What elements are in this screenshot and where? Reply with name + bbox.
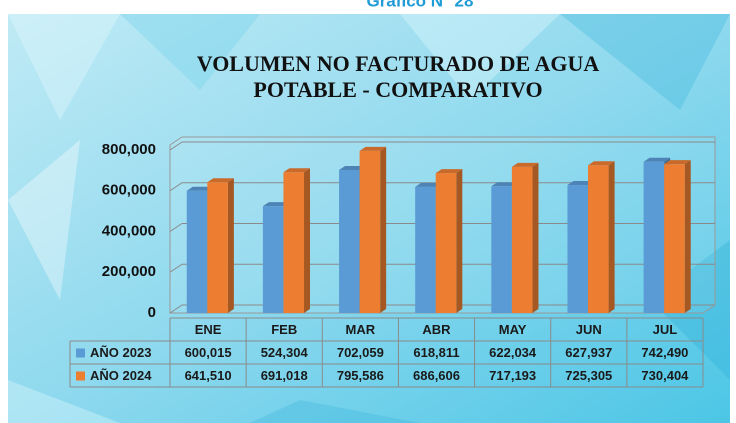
table-value: 600,015: [185, 345, 232, 360]
x-tick-label: ENE: [195, 322, 222, 337]
bar: [588, 165, 609, 313]
x-tick-label: JUL: [653, 322, 678, 337]
bar-side: [456, 169, 462, 313]
table-value: 691,018: [261, 368, 308, 383]
x-tick-label: FEB: [271, 322, 297, 337]
table-value: 641,510: [185, 368, 232, 383]
chart-subtitle: POTABLE - COMPARATIVO: [253, 77, 542, 102]
legend-label: AÑO 2023: [90, 345, 151, 360]
bar: [415, 187, 436, 313]
header: Gráfico N° 28: [367, 0, 474, 10]
x-tick-label: MAY: [499, 322, 527, 337]
bar-side: [304, 168, 310, 313]
table-value: 524,304: [261, 345, 309, 360]
bar: [664, 164, 685, 313]
table-value: 627,937: [565, 345, 612, 360]
y-tick-label: 800,000: [102, 141, 156, 158]
legend-swatch: [76, 349, 85, 358]
y-tick-label: 400,000: [102, 222, 156, 239]
chart: Gráfico N° 28 VOLUMEN NO FACTURADO DE AG…: [0, 0, 736, 423]
bar: [263, 206, 284, 313]
bar: [187, 191, 208, 313]
table-value: 795,586: [337, 368, 384, 383]
x-tick-label: ABR: [422, 322, 451, 337]
bar: [283, 172, 304, 313]
bar-side: [609, 161, 615, 313]
table-value: 702,059: [337, 345, 384, 360]
legend-label: AÑO 2024: [90, 368, 152, 383]
x-tick-label: MAR: [346, 322, 376, 337]
bar: [436, 173, 457, 313]
y-tick-label: 200,000: [102, 263, 156, 280]
bar: [567, 185, 588, 313]
bar: [491, 186, 512, 313]
table-value: 730,404: [641, 368, 689, 383]
bar: [207, 182, 228, 313]
table-value: 686,606: [413, 368, 460, 383]
bar: [644, 162, 665, 313]
y-tick-label: 600,000: [102, 182, 156, 199]
bar: [360, 151, 381, 313]
bar: [512, 167, 533, 313]
table-value: 618,811: [413, 345, 459, 360]
legend-swatch: [76, 372, 85, 381]
y-tick-label: 0: [148, 304, 156, 321]
bar-side: [532, 163, 538, 313]
x-tick-label: JUN: [576, 322, 602, 337]
table-value: 725,305: [565, 368, 612, 383]
bar-side: [685, 160, 691, 313]
bar-side: [228, 178, 234, 313]
chart-title: VOLUMEN NO FACTURADO DE AGUA: [197, 51, 600, 76]
table-value: 717,193: [489, 368, 536, 383]
table-value: 742,490: [641, 345, 688, 360]
table-value: 622,034: [489, 345, 537, 360]
bar-side: [380, 147, 386, 313]
bar: [339, 170, 360, 313]
